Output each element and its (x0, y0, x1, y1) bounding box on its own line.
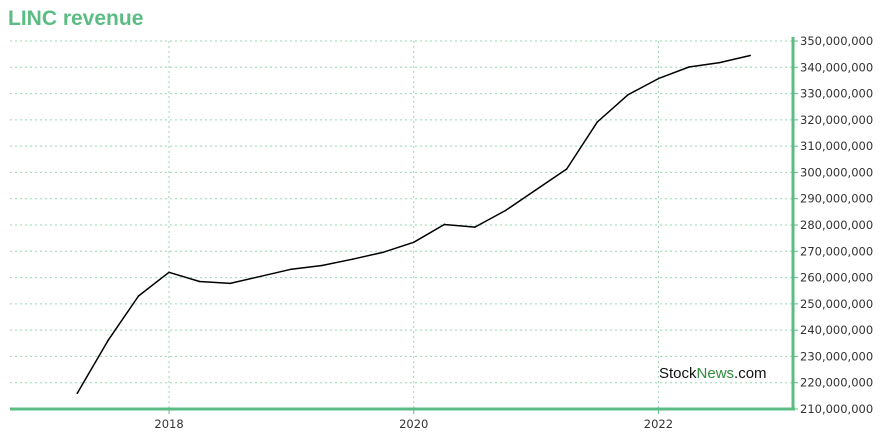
data-point (351, 258, 354, 260)
y-tick-label: 210,000,000 (800, 402, 873, 416)
tick-labels: 210,000,000 220,000,000 230,000,000 240,000… (154, 34, 873, 431)
data-point (168, 271, 170, 274)
y-tick-label: 330,000,000 (800, 87, 873, 101)
y-tick-label: 270,000,000 (800, 244, 873, 258)
data-point (260, 275, 262, 278)
data-point (596, 121, 599, 123)
data-point (535, 188, 537, 191)
x-tick-label: 2020 (399, 417, 428, 431)
data-point (749, 54, 751, 57)
watermark-news: News (696, 365, 735, 382)
watermark-stock: Stock (659, 365, 697, 382)
stocknews-watermark: StockNews.com (659, 365, 767, 382)
x-tick-label: 2022 (644, 417, 673, 431)
y-tick-label: 280,000,000 (800, 218, 873, 232)
data-point (657, 77, 660, 80)
data-point (76, 392, 79, 395)
y-tick-label: 300,000,000 (800, 165, 873, 179)
data-point (137, 295, 140, 297)
y-tick-label: 260,000,000 (800, 271, 873, 285)
data-point (229, 282, 232, 285)
data-point (382, 251, 384, 254)
y-tick-label: 220,000,000 (800, 376, 873, 390)
data-point (627, 94, 629, 96)
grid (10, 40, 793, 409)
y-tick-label: 230,000,000 (800, 349, 873, 363)
y-tick-label: 340,000,000 (800, 60, 873, 74)
data-point (718, 61, 721, 64)
y-tick-label: 310,000,000 (800, 139, 873, 153)
data-point (474, 226, 476, 228)
y-tick-label: 250,000,000 (800, 297, 873, 311)
data-point (321, 264, 323, 267)
data-point (688, 66, 690, 68)
y-tick-label: 320,000,000 (800, 113, 873, 127)
x-tick-label: 2018 (154, 417, 183, 431)
data-point (412, 241, 415, 244)
data-point (565, 168, 568, 170)
y-tick-label: 240,000,000 (800, 323, 873, 337)
series-layer (76, 54, 751, 395)
data-point (107, 339, 109, 342)
data-point (198, 280, 201, 283)
data-point (443, 223, 446, 226)
data-point (290, 268, 293, 270)
data-point (504, 209, 507, 212)
y-tick-label: 350,000,000 (800, 34, 873, 48)
axes (10, 37, 798, 414)
chart-title: LINC revenue (8, 7, 144, 30)
y-tick-label: 290,000,000 (800, 192, 873, 206)
watermark-dotcom: .com (734, 365, 767, 382)
